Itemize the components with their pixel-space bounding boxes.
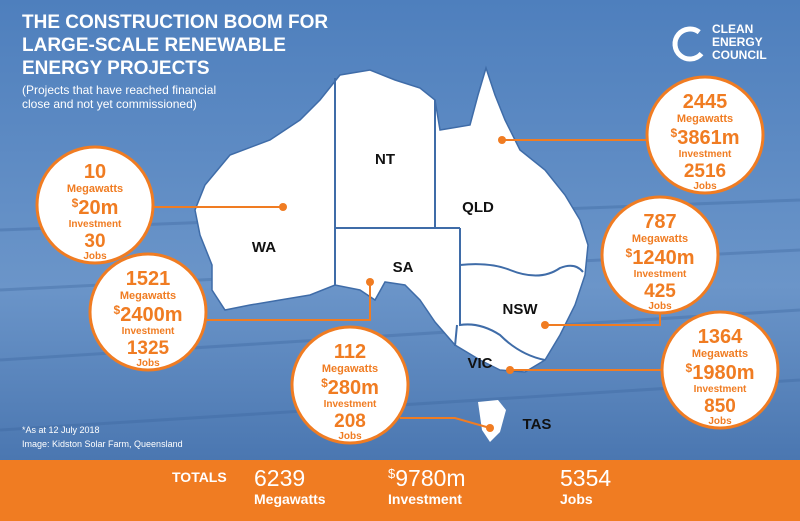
investment-unit: Investment	[122, 326, 175, 337]
jobs: 1325	[127, 338, 170, 359]
logo-text: COUNCIL	[712, 48, 767, 62]
total-jobs-unit: Jobs	[560, 491, 593, 507]
megawatts-unit: Megawatts	[120, 290, 176, 302]
value: 3861m	[677, 127, 739, 149]
title-line: THE CONSTRUCTION BOOM FOR	[22, 12, 328, 33]
megawatts: 2445	[683, 91, 728, 113]
currency: $	[671, 126, 678, 140]
investment: $20m	[72, 196, 119, 219]
jobs: 2516	[684, 161, 726, 182]
australia-map: NT	[194, 65, 589, 442]
jobs-unit: Jobs	[83, 251, 107, 262]
logo-text: CLEAN	[712, 22, 753, 36]
logo-text: ENERGY	[712, 35, 763, 49]
investment: $1980m	[686, 361, 755, 384]
state-label: VIC	[467, 355, 492, 372]
jobs: 850	[704, 396, 736, 417]
investment: $3861m	[671, 126, 740, 149]
state-label: QLD	[462, 199, 494, 216]
megawatts: 112	[334, 341, 366, 363]
megawatts-unit: Megawatts	[692, 348, 748, 360]
state-label: SA	[393, 259, 414, 276]
value: 1240m	[632, 247, 694, 269]
investment: $1240m	[626, 246, 695, 269]
state-label: NT	[375, 151, 395, 168]
currency: $	[686, 361, 693, 375]
logo: CLEAN ENERGY COUNCIL	[672, 22, 767, 62]
megawatts-unit: Megawatts	[677, 113, 733, 125]
megawatts-unit: Megawatts	[67, 183, 123, 195]
value: 2400m	[120, 304, 182, 326]
investment-unit: Investment	[679, 149, 732, 160]
connector	[206, 282, 371, 321]
mainland	[194, 65, 589, 373]
connector-dot	[279, 203, 287, 211]
jobs-unit: Jobs	[693, 181, 717, 192]
value: 280m	[328, 377, 379, 399]
currency: $	[72, 196, 79, 210]
title-line: ENERGY PROJECTS	[22, 58, 210, 79]
investment-unit: Investment	[634, 269, 687, 280]
megawatts-unit: Megawatts	[632, 233, 688, 245]
state-label: WA	[252, 239, 276, 256]
title-line: LARGE-SCALE RENEWABLE	[22, 35, 286, 56]
logo-icon	[672, 26, 708, 62]
connector	[400, 417, 491, 429]
title: THE CONSTRUCTION BOOM FOR LARGE-SCALE RE…	[22, 12, 328, 111]
totals-label: TOTALS	[172, 469, 227, 485]
callout-circle	[88, 252, 208, 372]
connector-dot	[486, 424, 494, 432]
value: 1980m	[692, 362, 754, 384]
connector-dot	[541, 321, 549, 329]
totals-bar	[0, 460, 800, 521]
value: 20m	[78, 197, 118, 219]
jobs-unit: Jobs	[338, 431, 362, 442]
jobs: 208	[334, 411, 366, 432]
jobs: 30	[84, 231, 105, 252]
total-jobs: 5354	[560, 465, 611, 491]
currency: $	[114, 303, 121, 317]
megawatts-unit: Megawatts	[322, 363, 378, 375]
footnote: Image: Kidston Solar Farm, Queensland	[22, 439, 183, 449]
subtitle-line: close and not yet commissioned)	[22, 97, 197, 111]
megawatts: 1364	[698, 326, 743, 348]
currency: $	[388, 466, 396, 481]
state-label: NSW	[503, 301, 539, 318]
megawatts: 787	[643, 211, 676, 233]
callout-circle	[290, 325, 410, 445]
investment-unit: Investment	[694, 384, 747, 395]
footnote: *As at 12 July 2018	[22, 425, 100, 435]
subtitle-line: (Projects that have reached financial	[22, 83, 216, 97]
jobs: 425	[644, 281, 676, 302]
currency: $	[626, 246, 633, 260]
jobs-unit: Jobs	[648, 301, 672, 312]
state-label: TAS	[523, 416, 552, 433]
total-megawatts: 6239	[254, 465, 305, 491]
investment: $280m	[321, 376, 379, 399]
megawatts: 10	[84, 161, 106, 183]
jobs-unit: Jobs	[136, 358, 160, 369]
tasmania	[478, 400, 506, 442]
total-investment-unit: Investment	[388, 491, 462, 507]
callout-circle	[645, 75, 765, 195]
callout-circle	[35, 145, 155, 265]
callout-circle	[660, 310, 780, 430]
project-callouts: QLD2445Megawatts$3861mInvestment2516Jobs…	[35, 75, 780, 445]
connector-dot	[498, 136, 506, 144]
connector-dot	[506, 366, 514, 374]
callout-circle	[600, 195, 720, 315]
value: 9780m	[395, 465, 465, 491]
connector	[545, 313, 661, 326]
currency: $	[321, 376, 328, 390]
megawatts: 1521	[126, 268, 171, 290]
investment: $2400m	[114, 303, 183, 326]
total-megawatts-unit: Megawatts	[254, 491, 326, 507]
state-borders	[334, 78, 584, 361]
connector-dot	[366, 278, 374, 286]
investment-unit: Investment	[324, 399, 377, 410]
jobs-unit: Jobs	[708, 416, 732, 427]
total-investment: $9780m	[388, 465, 466, 491]
investment-unit: Investment	[69, 219, 122, 230]
